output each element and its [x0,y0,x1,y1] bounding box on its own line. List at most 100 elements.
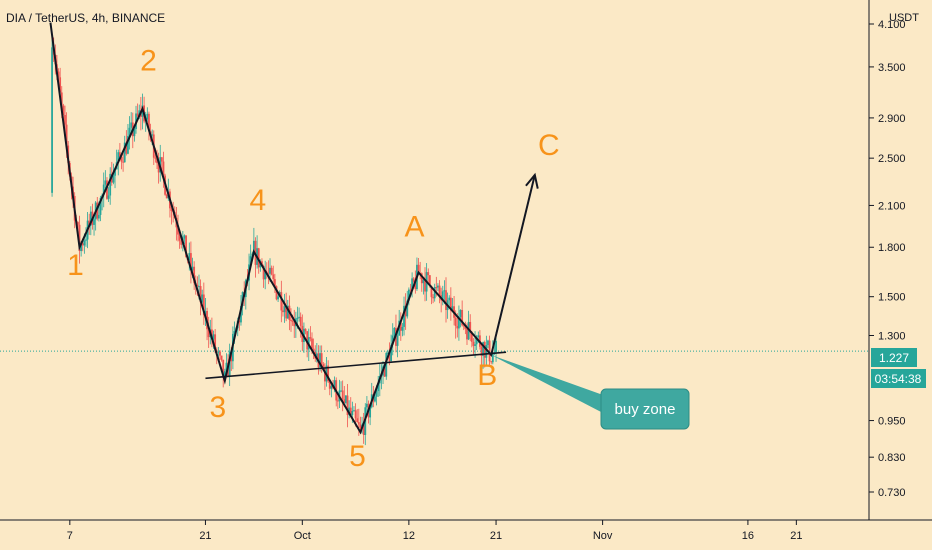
candle-body [315,353,318,359]
candle-body [81,243,84,246]
candle-body [401,326,404,331]
candle-body [285,306,288,319]
candle-body [80,243,83,252]
price-tick-label: 4.100 [878,19,906,31]
candle-body [393,327,396,336]
candle-body [390,344,393,362]
callout-box[interactable] [600,388,690,430]
candle-body [433,287,436,299]
candle-body [403,305,405,327]
candle-body [223,371,226,378]
candle-body [462,325,465,327]
candle-body [396,335,399,346]
candle-body [430,286,433,298]
candle-body [291,320,294,322]
candle-body [343,399,346,403]
candle-body [88,220,91,226]
candle-body [112,175,115,183]
candle-body [404,305,407,317]
candle-body [178,234,181,241]
candle-body [369,407,372,418]
time-tick-label: 12 [403,530,415,542]
price-tick-label: 2.900 [878,113,906,125]
candle-body [414,281,417,290]
candle-body [156,158,158,164]
candle-body [146,113,149,120]
candle-body [293,321,296,327]
candle-body [290,319,292,321]
candle-body [199,286,202,303]
time-tick-label: Oct [294,530,311,542]
candle-body [299,316,302,326]
candle-body [190,253,192,271]
candle-body [438,285,441,296]
candle-body [238,320,241,323]
price-axis[interactable]: 4.100 3.500 2.900 2.500 2.100 1.800 1.500 1.300… [869,19,906,499]
candle-body [482,341,485,356]
candle-body [214,334,217,351]
candle-body [262,265,265,280]
candle-body [211,329,213,340]
candle-body [212,334,215,340]
candle-body [83,240,86,246]
target-arrow-head [525,172,539,189]
candle-body [399,320,402,331]
candle-body [427,272,430,276]
time-axis[interactable]: 7 21 Oct 12 21 Nov 16 21 [67,520,803,542]
candle-body [420,273,423,284]
callout-text: buy zone [615,401,676,418]
candle-body [107,195,110,199]
candle-body [435,287,438,289]
candle-body [219,351,221,356]
price-tick-label: 0.730 [878,487,906,499]
candle-body [280,292,283,311]
candle-body [333,380,336,389]
time-tick-label: Nov [593,530,613,542]
candle-body [99,197,102,215]
candle-body [351,410,354,415]
candle-body [125,142,128,154]
candle-body [89,211,92,226]
candle-body [474,344,476,346]
candle-body [472,341,475,346]
candle-body [252,240,255,254]
candle-body [441,291,444,301]
candle-body [198,286,200,288]
candle-body [409,289,412,291]
candle-body [62,105,65,115]
candle-body [162,161,165,176]
price-tick-label: 3.500 [878,62,906,74]
candle-body [437,285,439,288]
candle-body [454,317,457,327]
candle-body [451,306,454,311]
last-price-tag: 1.227 [871,348,917,367]
candle-body [154,157,157,159]
candle-body [469,321,472,333]
candle-body [217,351,220,353]
support-line [205,351,507,380]
candle-body [327,365,330,382]
time-tick-label: 21 [199,530,211,542]
symbol-title[interactable]: DIA / TetherUS, 4h, BINANCE [6,11,165,25]
wave-label-b: B [477,359,497,392]
candle-body [118,152,121,157]
candle-body [65,124,68,146]
candle-body [282,310,284,313]
candle-body [386,352,389,354]
price-tick-label: 0.830 [878,452,906,464]
candle-body [353,410,355,412]
candle-body [249,256,252,265]
candle-body [459,309,462,318]
candle-body [324,367,326,382]
candle-body [133,128,136,137]
candle-body [122,161,125,163]
wave-label-3: 3 [209,391,226,424]
candle-body [93,219,95,225]
candle-body [272,274,275,280]
candle-body [64,114,66,125]
candle-body [151,134,154,136]
candle-body [483,341,486,358]
candle-body [475,337,478,345]
